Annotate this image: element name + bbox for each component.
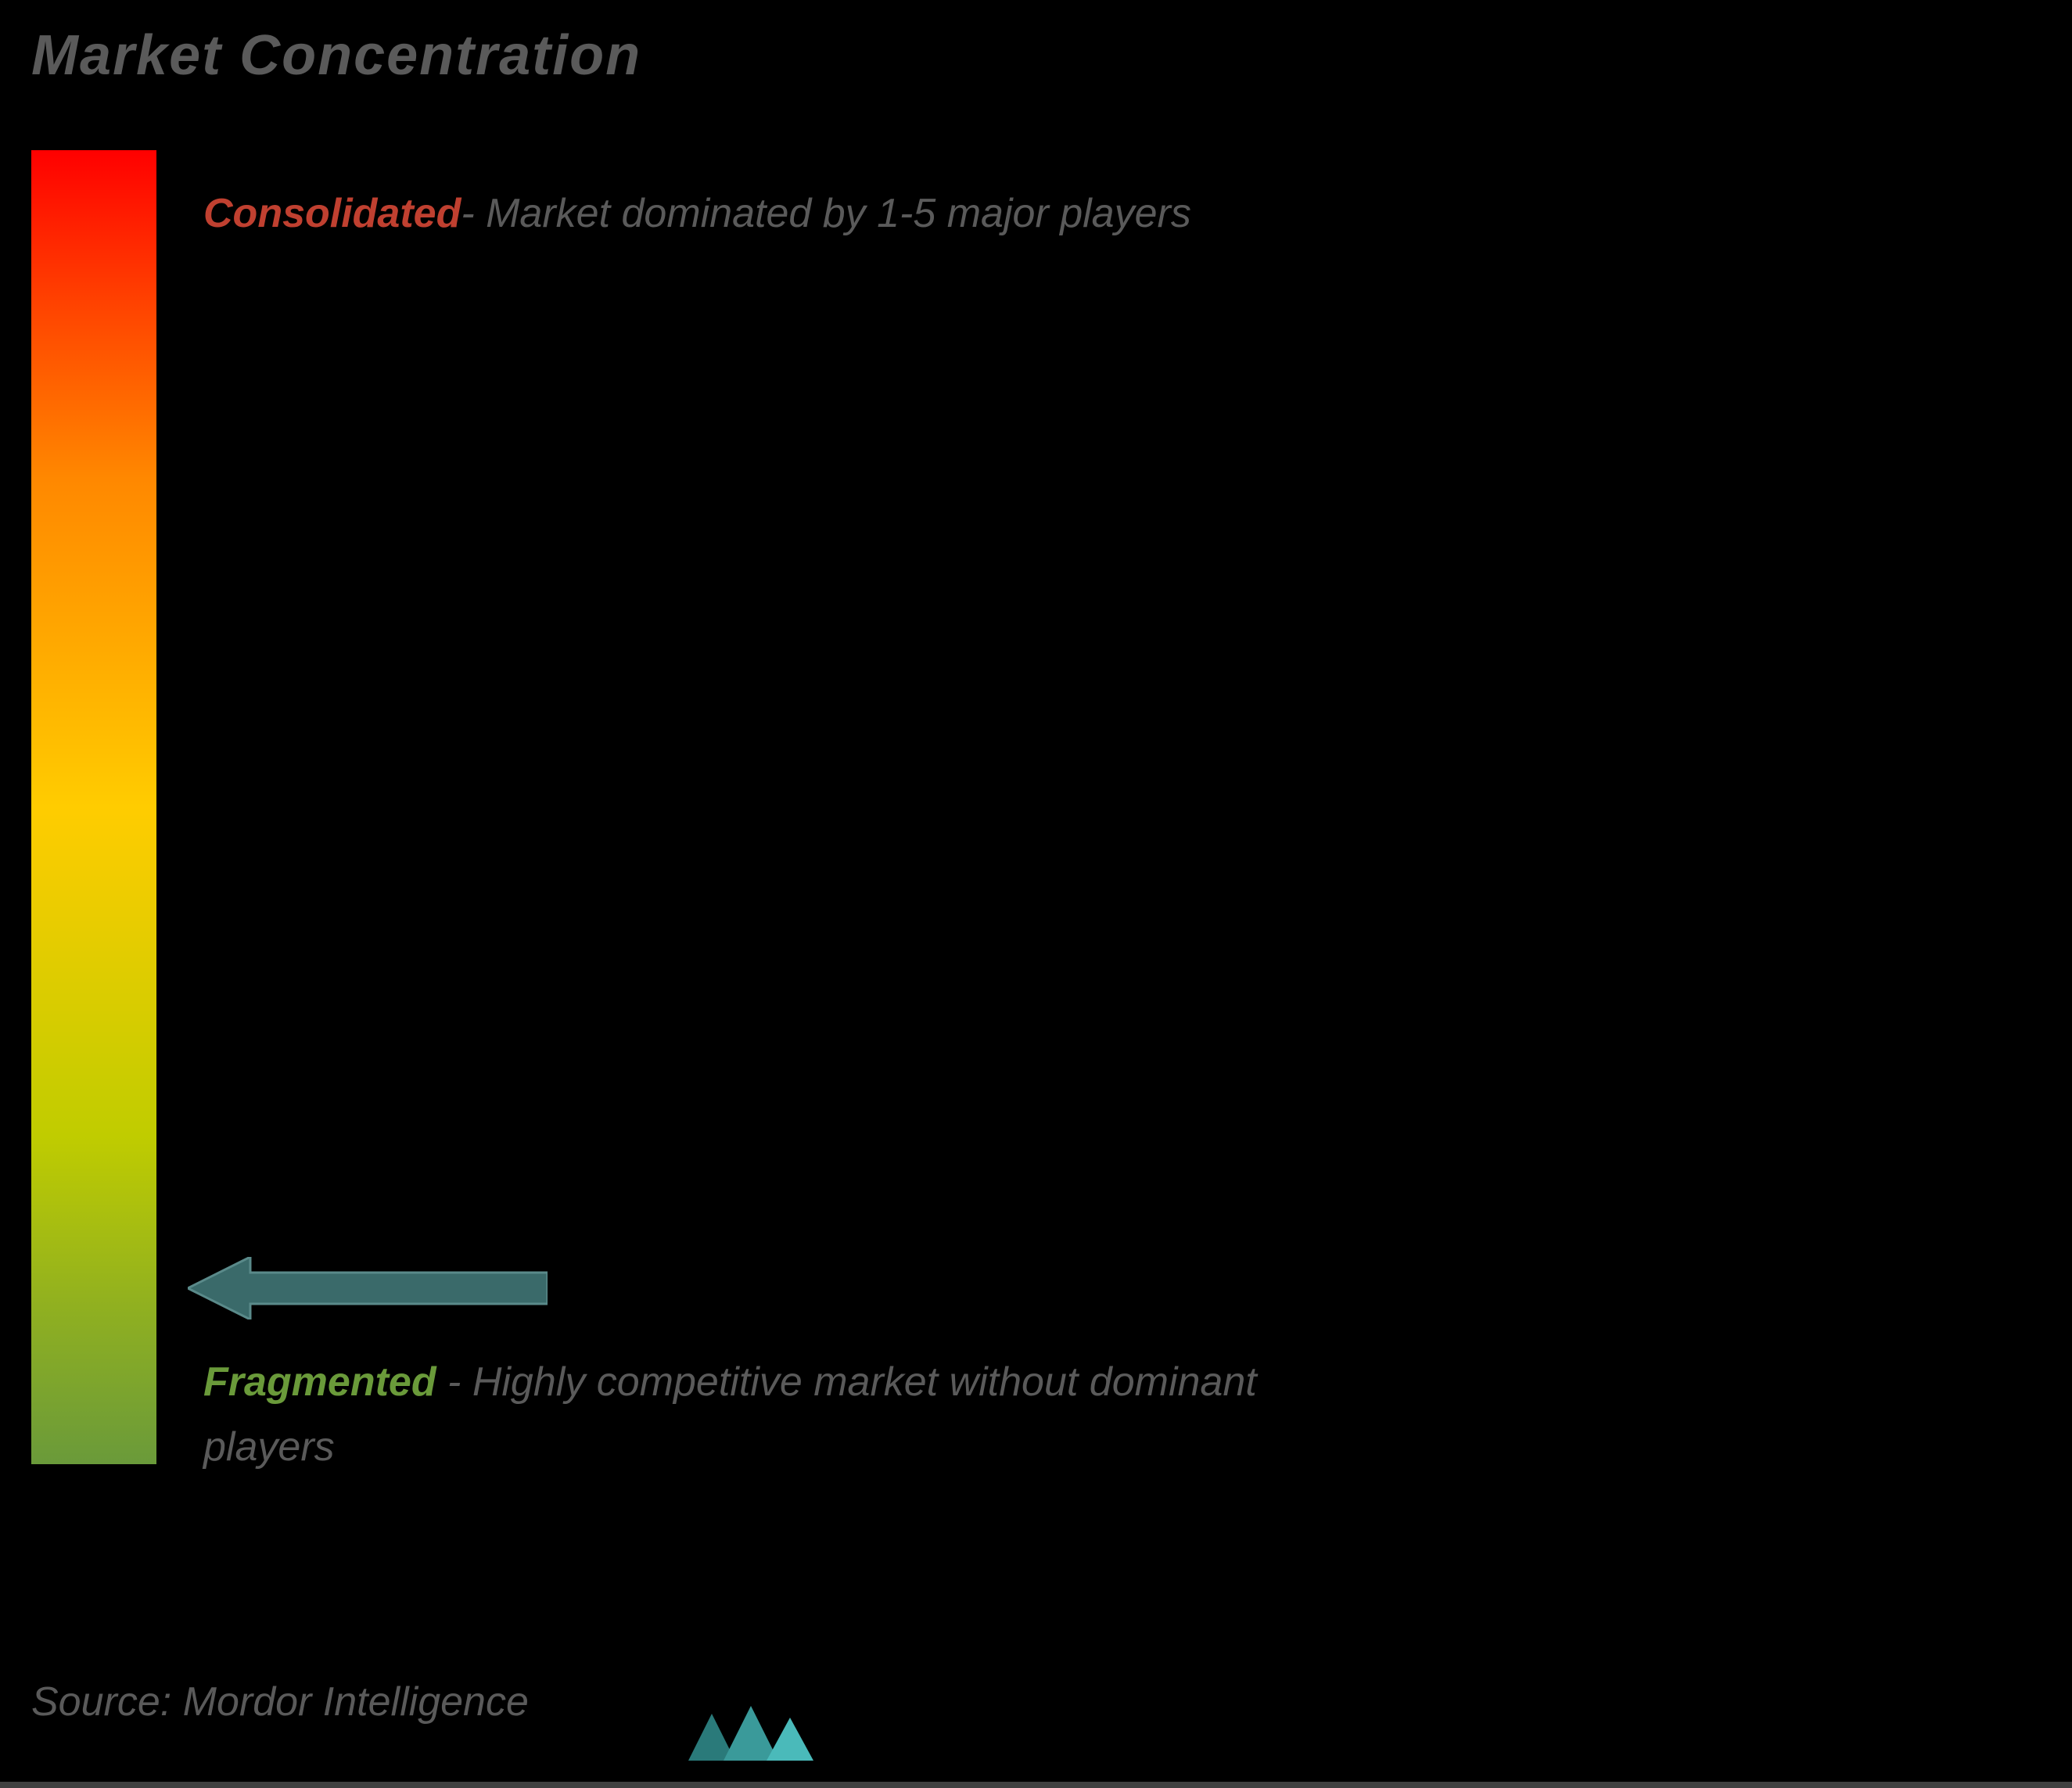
fragmented-word: Fragmented	[203, 1359, 436, 1405]
bottom-border	[0, 1782, 2072, 1788]
main-content: Consolidated- Market dominated by 1-5 ma…	[31, 150, 2041, 1464]
consolidated-label: Consolidated- Market dominated by 1-5 ma…	[203, 181, 1191, 246]
concentration-gradient-bar	[31, 150, 156, 1464]
consolidated-word: Consolidated	[203, 191, 461, 236]
page-title: Market Concentration	[31, 23, 2041, 88]
fragmented-description-2: players	[203, 1424, 335, 1470]
position-arrow	[188, 1257, 548, 1323]
fragmented-description-1: - Highly competitive market without domi…	[436, 1359, 1257, 1405]
mordor-logo	[680, 1698, 821, 1772]
consolidated-description: - Market dominated by 1-5 major players	[461, 191, 1191, 236]
source-attribution: Source: Mordor Intelligence	[31, 1678, 529, 1725]
labels-container: Consolidated- Market dominated by 1-5 ma…	[203, 150, 2041, 1464]
fragmented-label: Fragmented - Highly competitive market w…	[203, 1350, 1257, 1480]
